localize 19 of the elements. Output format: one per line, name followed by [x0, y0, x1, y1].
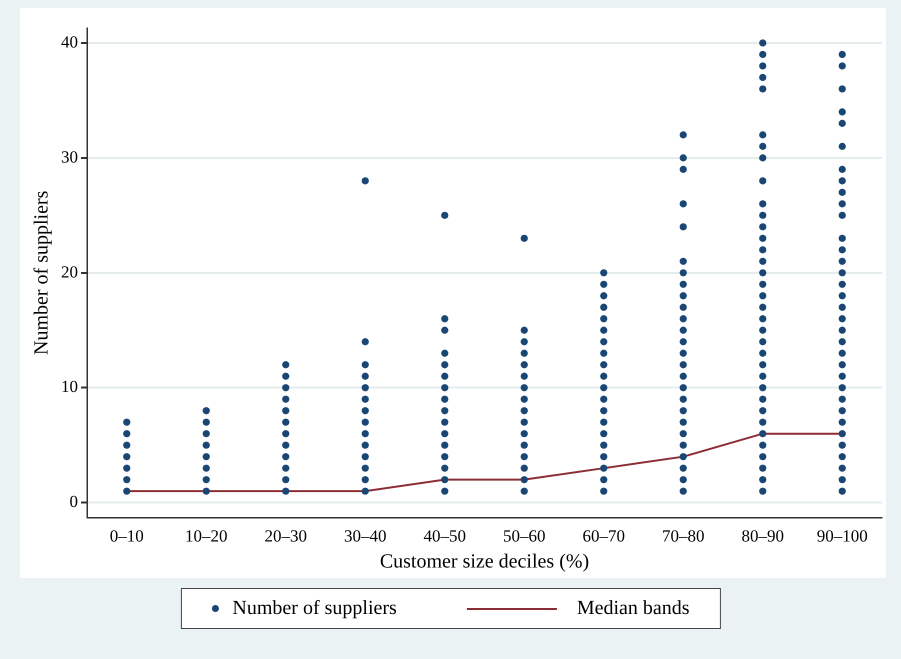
y-tick-label: 40	[61, 32, 78, 52]
legend-label: Median bands	[576, 597, 690, 620]
y-tick-label: 0	[70, 492, 78, 512]
y-tick-label: 10	[61, 377, 78, 396]
x-axis-title: Customer size deciles (%)	[380, 550, 590, 572]
x-tick-label: 80–90	[742, 526, 784, 546]
x-tick-label: 20–30	[264, 526, 307, 546]
x-tick-label: 70–80	[662, 526, 704, 546]
x-tick-label: 10–20	[185, 526, 228, 546]
x-tick-label: 40–50	[424, 526, 466, 546]
x-tick-label: 50–60	[503, 526, 546, 546]
y-axis-title: Number of suppliers	[30, 190, 52, 356]
legend-label: Number of suppliers	[232, 597, 397, 620]
x-tick-label: 60–70	[582, 526, 625, 546]
y-tick-label: 30	[61, 147, 78, 166]
x-tick-label: 90–100	[816, 526, 868, 546]
y-tick-label: 20	[61, 262, 78, 282]
x-tick-label: 30–40	[344, 526, 386, 546]
x-tick-label: 0–10	[110, 526, 144, 546]
